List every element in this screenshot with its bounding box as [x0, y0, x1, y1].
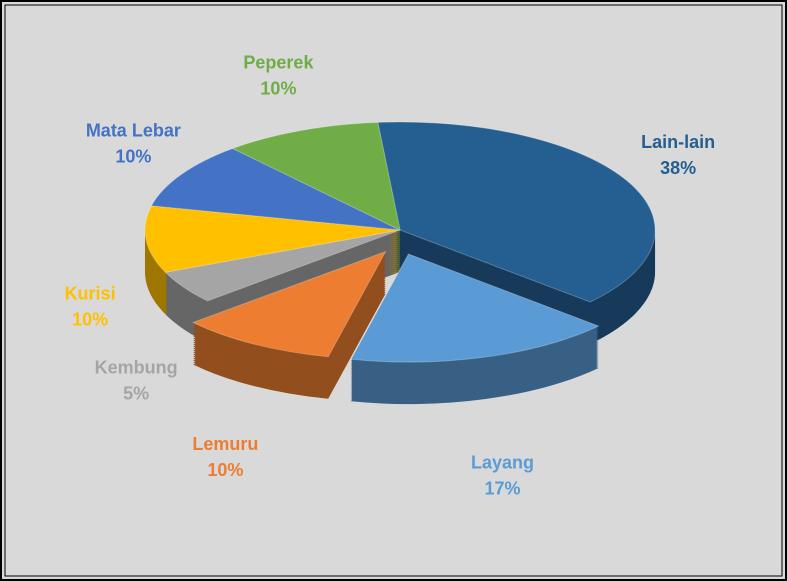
slice-label: Peperek [243, 53, 314, 73]
slice-label: Kurisi [65, 283, 116, 303]
value-label: 5% [123, 383, 149, 403]
slice-label: Layang [471, 452, 534, 472]
value-label: 10% [115, 147, 151, 167]
slice-label: Lemuru [192, 434, 258, 454]
value-label: 38% [660, 158, 696, 178]
chart: Lain-lain 38% Layang 17% Lemuru 10% Kembung 5% K… [0, 0, 787, 581]
page: {"chart_data": {"type": "pie", "categori… [0, 0, 787, 581]
value-label: 17% [485, 478, 521, 498]
value-label: 10% [260, 79, 296, 99]
value-label: 10% [72, 309, 108, 329]
slice-label: Lain-lain [641, 132, 715, 152]
slice-label: Kembung [95, 357, 178, 377]
value-label: 10% [207, 460, 243, 480]
slice-label: Mata Lebar [86, 121, 181, 141]
